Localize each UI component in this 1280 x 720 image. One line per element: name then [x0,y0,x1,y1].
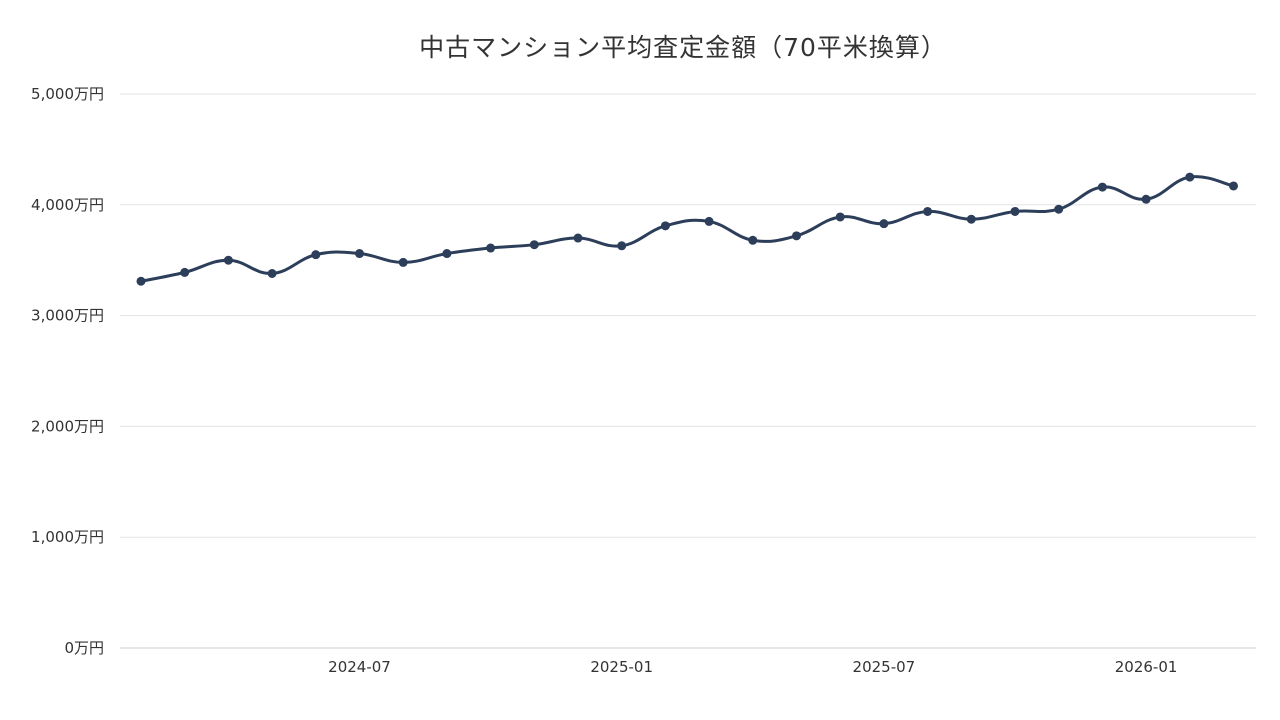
data-point [923,206,933,216]
data-point [486,243,496,253]
data-point [704,216,714,226]
chart-title: 中古マンション平均査定金額（70平米換算） [419,33,947,62]
data-point [879,219,889,229]
x-tick-label: 2026-01 [1115,658,1178,676]
data-point [1054,204,1064,214]
data-point [573,233,583,243]
x-tick-label: 2024-07 [328,658,391,676]
data-point [136,276,146,286]
data-point [1097,182,1107,192]
data-point [529,240,539,250]
y-tick-label: 1,000万円 [31,528,104,546]
data-point [442,249,452,259]
data-point [311,250,321,260]
series-line [140,175,1234,283]
data-point [223,255,233,265]
data-point [1185,172,1195,182]
data-point [180,267,190,277]
data-point [792,231,801,241]
data-point [1229,181,1238,191]
data-point [398,257,408,267]
x-tick-label: 2025-01 [590,658,653,676]
y-tick-label: 0万円 [64,639,104,657]
data-point [267,268,277,278]
data-point [660,221,670,231]
data-point [617,241,627,251]
y-tick-label: 2,000万円 [31,417,104,435]
data-point [355,249,364,259]
y-tick-label: 4,000万円 [31,196,104,214]
data-point [748,235,758,245]
y-tick-label: 3,000万円 [31,307,104,325]
data-point [835,212,845,222]
data-point [966,214,976,224]
y-tick-label: 5,000万円 [31,85,104,103]
x-tick-label: 2025-07 [853,658,916,676]
data-point [1010,206,1020,216]
data-point [1141,194,1151,204]
